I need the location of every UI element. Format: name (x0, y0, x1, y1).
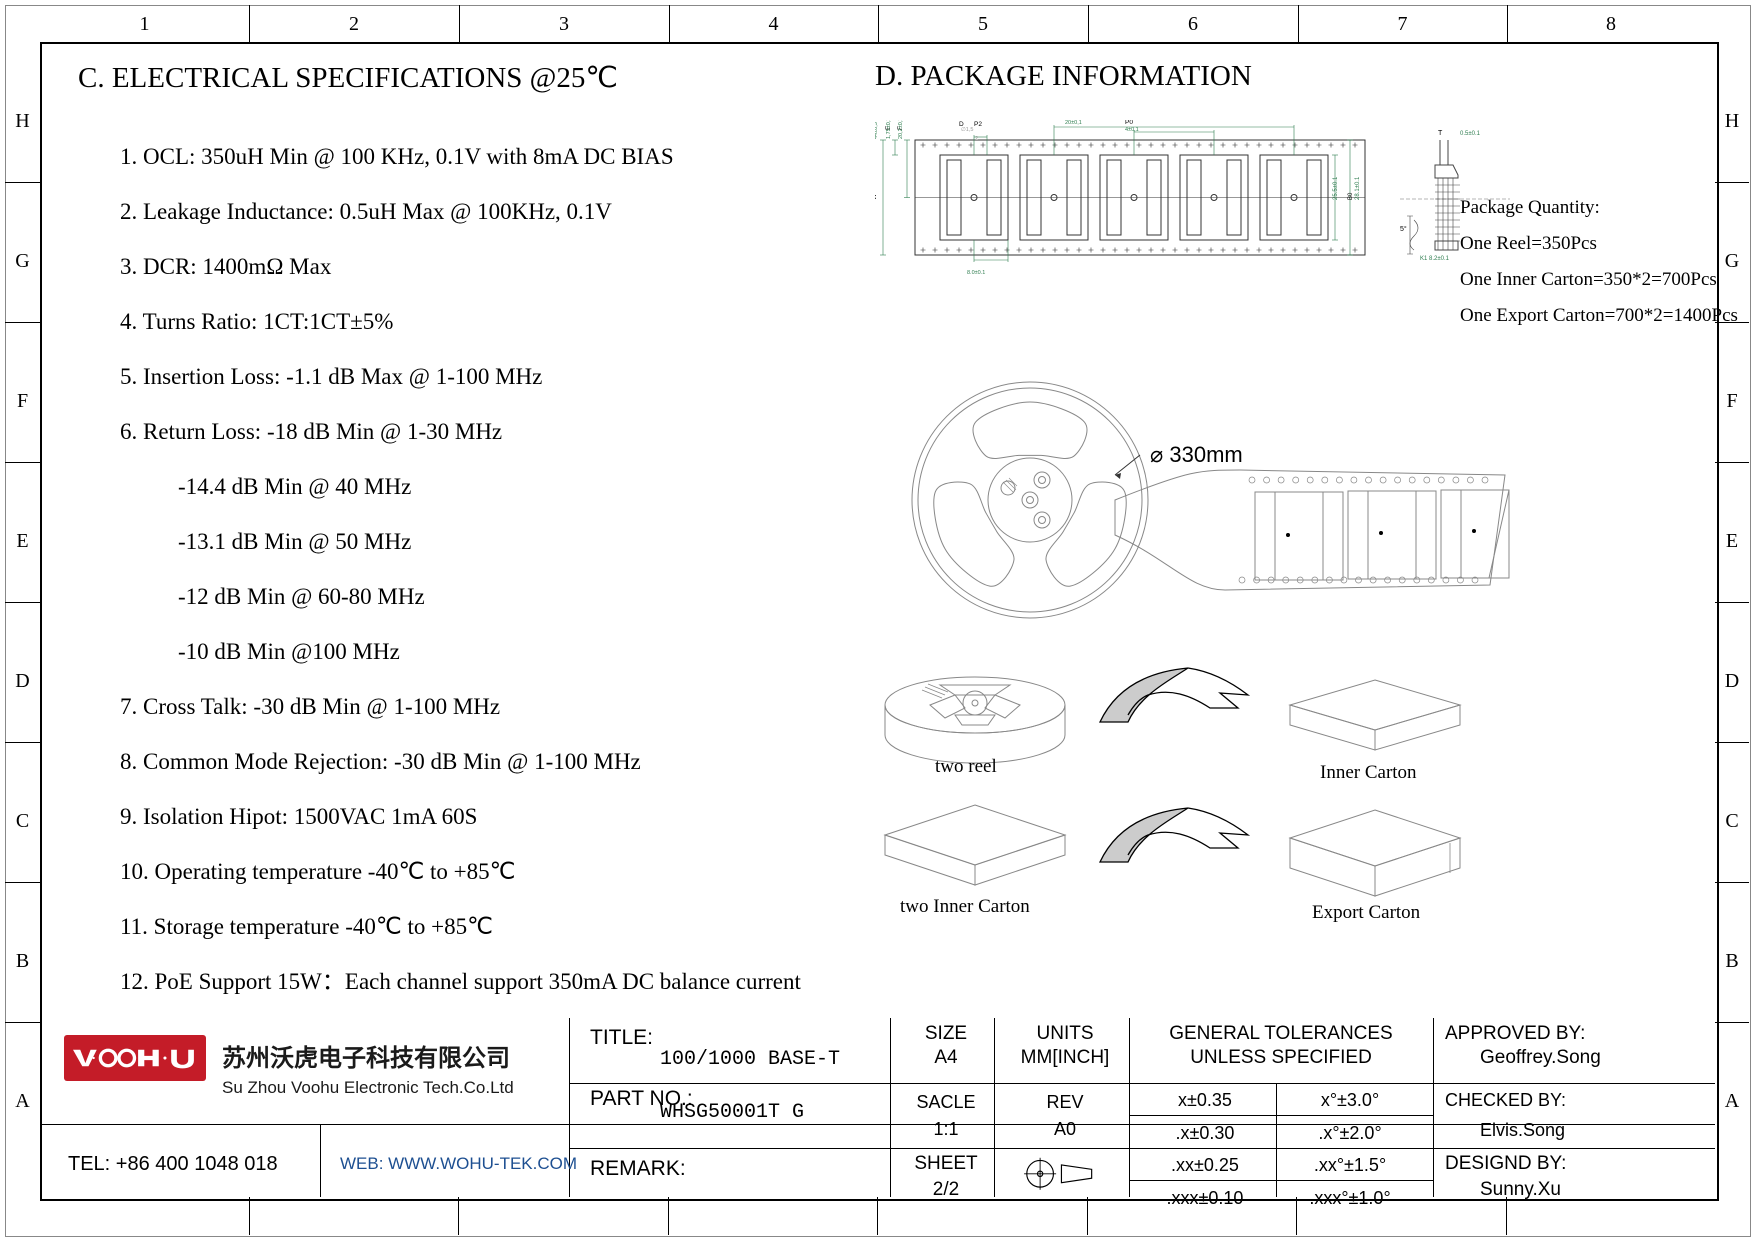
svg-text:Export Carton: Export Carton (1312, 902, 1421, 923)
svg-text:2: 2 (975, 136, 978, 142)
svg-text:P0: P0 (1125, 120, 1133, 126)
svg-text:5°: 5° (1400, 225, 1407, 233)
svg-text:P2: P2 (974, 121, 982, 128)
svg-text:0.5±0.1: 0.5±0.1 (1460, 131, 1481, 137)
svg-text:1,75±0,1: 1,75±0,1 (886, 120, 892, 139)
svg-text:two reel: two reel (935, 756, 997, 777)
svg-text:K1 8.2±0.1: K1 8.2±0.1 (1420, 256, 1450, 262)
svg-text:B0: B0 (1348, 192, 1354, 200)
svg-text:20,2±0,1: 20,2±0,1 (898, 120, 904, 139)
svg-text:⌀ 330mm: ⌀ 330mm (1150, 442, 1243, 467)
svg-text:44±0,3: 44±0,3 (875, 122, 879, 139)
svg-text:25.5±0.1: 25.5±0.1 (1333, 176, 1339, 200)
svg-text:20±0,1: 20±0,1 (1065, 120, 1082, 126)
svg-text:T: T (1438, 130, 1443, 137)
svg-text:4±0,1: 4±0,1 (1125, 127, 1139, 133)
svg-text:28.1±0.1: 28.1±0.1 (1355, 176, 1361, 200)
svg-text:Inner Carton: Inner Carton (1320, 762, 1417, 783)
svg-text:∅1,5: ∅1,5 (961, 126, 973, 133)
svg-text:W: W (875, 193, 878, 200)
svg-text:8.0±0.1: 8.0±0.1 (967, 270, 985, 276)
svg-text:two Inner Carton: two Inner Carton (900, 896, 1030, 917)
